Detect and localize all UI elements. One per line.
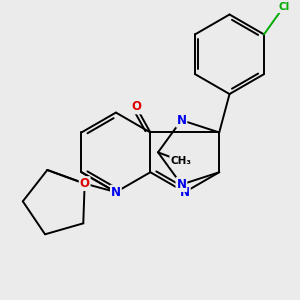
Text: O: O [131, 100, 141, 113]
Text: N: N [180, 186, 190, 199]
Text: O: O [80, 177, 90, 190]
Text: N: N [111, 186, 121, 199]
Text: N: N [176, 178, 186, 191]
Text: CH₃: CH₃ [170, 156, 191, 166]
Text: Cl: Cl [278, 2, 290, 11]
Text: N: N [176, 114, 186, 127]
